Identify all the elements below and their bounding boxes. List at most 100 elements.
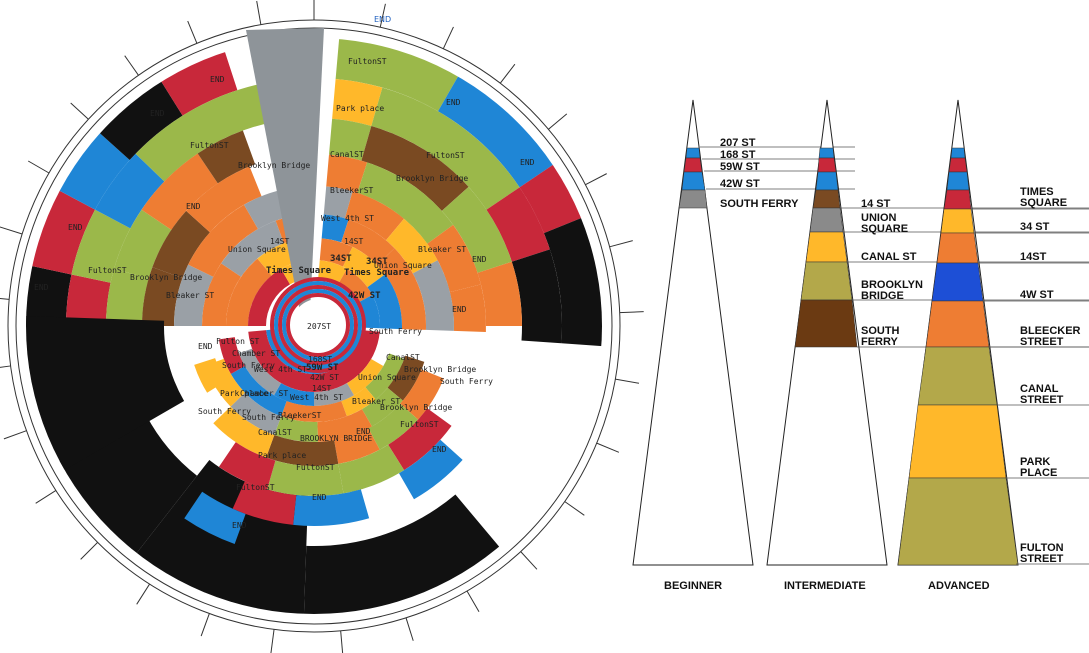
center-ring-0 (270, 277, 366, 373)
inter-band-2 (817, 157, 837, 173)
dial-seg-r1-2 (95, 153, 165, 229)
dial-tick (0, 226, 23, 235)
dial-lower-seg-25 (218, 442, 276, 490)
center-ring-3 (282, 289, 354, 361)
dial-seg-r2-8 (477, 261, 522, 326)
dial-seg-r7-4 (338, 268, 373, 304)
label-end-ring5b: END (472, 255, 487, 264)
dial-lower-seg-14 (274, 416, 319, 442)
beginner-band-168 (683, 157, 703, 173)
inter-band-1 (818, 147, 835, 159)
label-end-ring7a: END (210, 75, 225, 84)
dial-seg-r3-2 (186, 166, 262, 233)
adv-stop-34st: 34 ST (1020, 221, 1050, 233)
dial-tick (35, 489, 57, 504)
dial-lower-seg-0 (248, 330, 380, 392)
label-34st-b: 34ST (366, 257, 388, 267)
label-end-lower-a: END (198, 342, 213, 351)
label-brooklyn-c: Brooklyn Bridge (396, 174, 468, 183)
label-south-ferry-c: South Ferry (198, 407, 251, 416)
adv-stop-park-place: PARK PLACE (1020, 456, 1057, 479)
label-end-lower-d: END (312, 493, 327, 502)
label-end-ring8a: END (150, 109, 165, 118)
dial-upper-labels: Times Square 34ST Times Square 42W ST 34… (34, 57, 535, 314)
dial-lower-seg-10 (218, 337, 245, 374)
dial-tick (70, 102, 89, 120)
dial-seg-r3-5 (357, 162, 454, 244)
beginner-stop-168: 168 ST (720, 149, 756, 161)
inter-band-brooklyn (800, 261, 853, 301)
adv-band-fulton (897, 477, 1019, 566)
dial-tick (340, 630, 344, 653)
dial-tick (27, 160, 50, 174)
adv-stop-times-square: TIMES SQUARE (1020, 186, 1067, 209)
dial-lower-seg-28 (232, 481, 297, 525)
label-59w-st: 59W ST (306, 363, 339, 373)
label-canalst-lower-b: CanalST (258, 428, 292, 437)
label-canalst: CanalST (330, 150, 364, 159)
label-brooklyn-a: Brooklyn Bridge (130, 273, 202, 282)
dial-tick (0, 365, 11, 368)
dial-lower-seg-24 (267, 460, 344, 496)
dial-tick (187, 20, 198, 44)
beginner-stop-42w: 42W ST (720, 178, 760, 190)
label-end-lower-c: END (432, 445, 447, 454)
adv-stop-14st: 14ST (1020, 251, 1047, 263)
dial-seg-r5-5 (341, 219, 395, 265)
beginner-band-42w (678, 189, 708, 209)
dial-tick (442, 26, 454, 49)
label-chamber-st-b: Chamber ST (240, 389, 288, 398)
dial-seg-r5-1 (221, 220, 284, 277)
inter-stop-canal: CANAL ST (861, 251, 917, 263)
dial-lower-seg-3 (314, 383, 354, 406)
dial-seg-r2-6 (361, 126, 469, 211)
label-fultonst-lower-c: FultonST (236, 483, 275, 492)
dial-inner-ring (15, 27, 613, 625)
dial-tick (520, 551, 538, 570)
dial-tick (499, 63, 516, 84)
dial-seg-r4-6 (385, 218, 438, 274)
dial-outer-ring (7, 19, 621, 633)
dial-tick (256, 0, 262, 25)
dial-seg-r1-0 (66, 274, 111, 326)
cone-advanced: TIMES SQUARE 34 ST 14ST 4W ST BLEECKER STR… (897, 99, 1089, 592)
dial-seg-r0-4 (156, 42, 238, 116)
adv-stop-4w-st: 4W ST (1020, 289, 1054, 301)
dial-seg-r1-6 (371, 87, 520, 210)
label-bleaker-lower: Bleaker ST (352, 397, 400, 406)
dial-seg-r2-1 (114, 209, 172, 279)
label-fultonst-top: FultonST (348, 57, 387, 66)
adv-band-times-square (943, 189, 972, 210)
dial-tick-marks (0, 0, 644, 653)
label-34st-a: 34ST (330, 254, 352, 264)
dial-tick (596, 442, 620, 453)
dial-center-hole (292, 299, 344, 351)
dial-tick (564, 501, 585, 516)
dial-seg-r0-2 (50, 126, 130, 210)
label-west-4th-a: West 4th ST (254, 365, 307, 374)
dial-lower-seg-2 (347, 359, 384, 396)
dial-seg-r3-1 (152, 210, 210, 279)
dial-lower-black-c (303, 494, 506, 614)
dial-seg-r0-0 (26, 264, 72, 326)
dial-lower-seg-15 (230, 392, 282, 436)
dial-seg-r0-3 (92, 73, 183, 161)
label-union-square-lower: Union Square (358, 373, 416, 382)
label-bleaker-b: Bleaker ST (418, 245, 466, 254)
inter-band-canal (805, 231, 848, 263)
label-bleaker-a: Bleaker ST (166, 291, 214, 300)
label-168st: 168ST (308, 355, 332, 364)
dial-seg-r1-8 (511, 249, 562, 344)
label-end-lower-b: END (356, 427, 371, 436)
dial-lower-seg-6 (365, 353, 405, 400)
adv-band-14st (936, 232, 979, 264)
inter-band-union (809, 207, 844, 233)
adv-band-34st (940, 208, 975, 234)
label-fultonst-b: FultonST (426, 151, 465, 160)
dial-tick (548, 113, 568, 130)
label-end-ring8d: END (520, 158, 535, 167)
dial-tick (405, 617, 414, 641)
beginner-band-207 (685, 147, 701, 159)
label-canalst-lower: CanalST (386, 353, 420, 362)
beginner-stop-59w: 59W ST (720, 161, 760, 173)
